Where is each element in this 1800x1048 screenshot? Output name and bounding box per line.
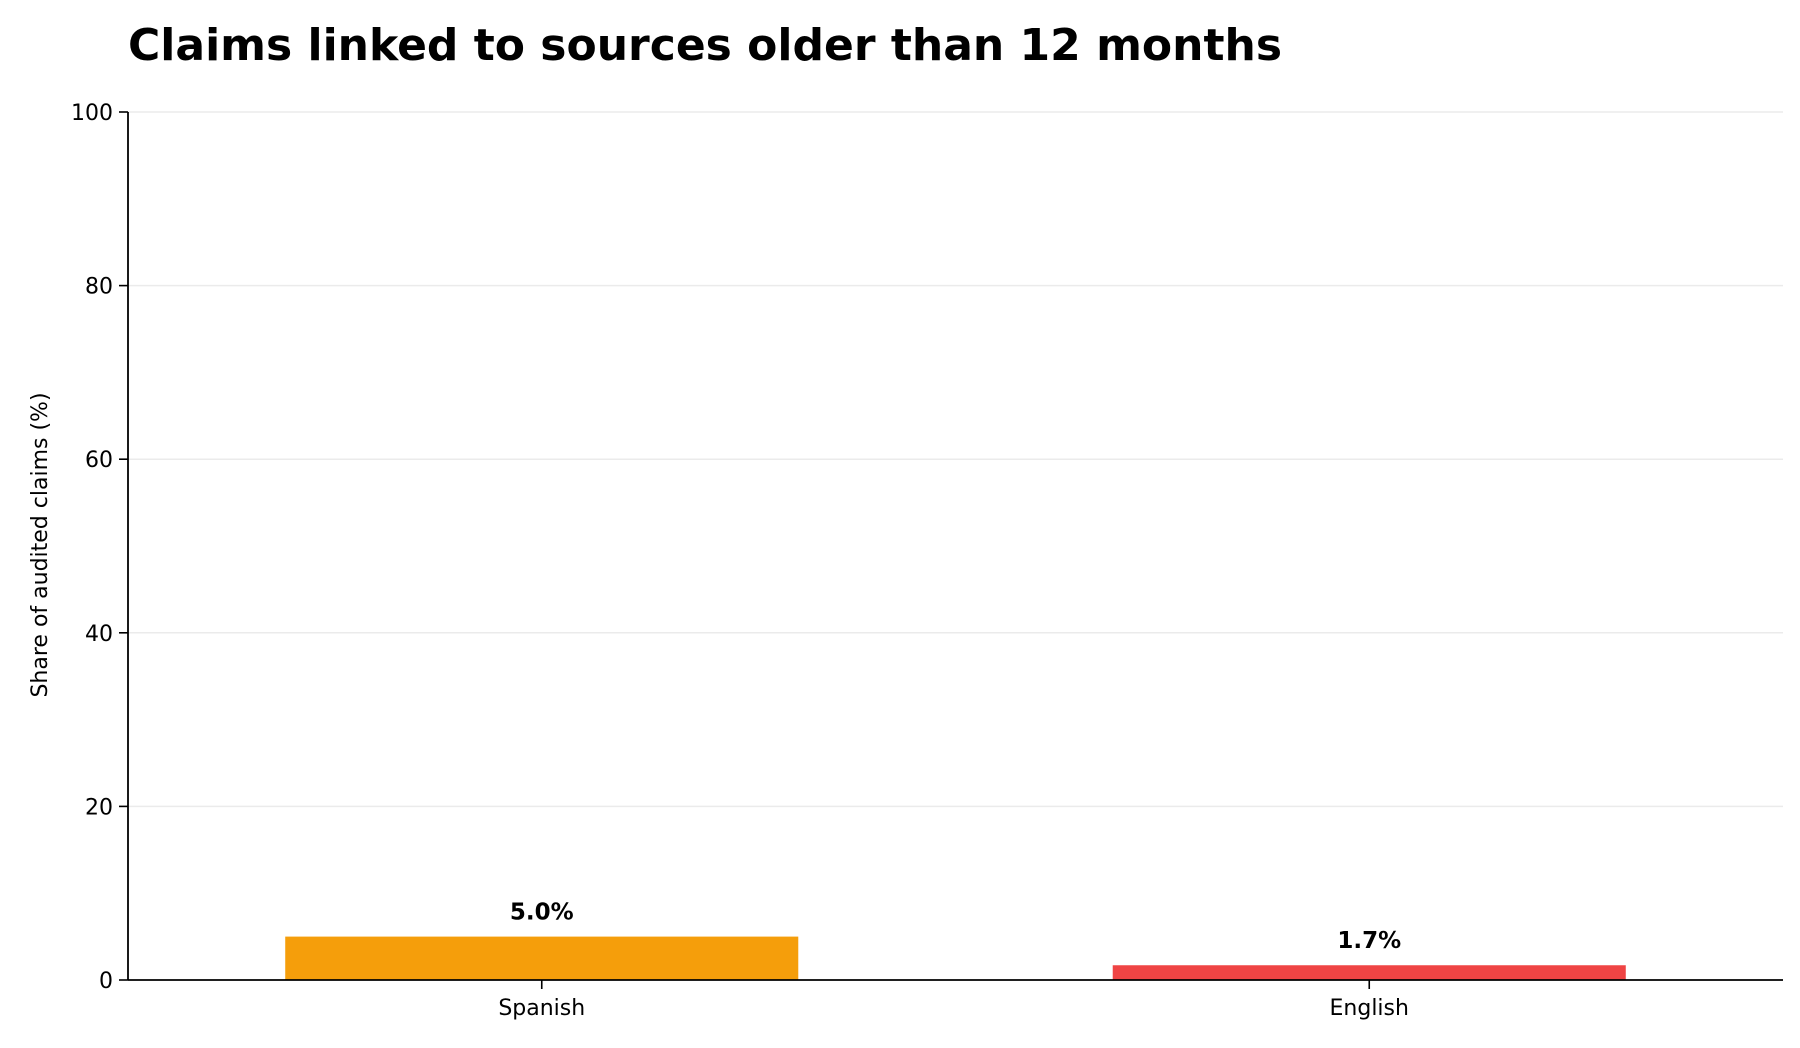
y-tick-label: 0 xyxy=(99,969,113,994)
y-axis-label: Share of audited claims (%) xyxy=(28,392,53,697)
y-tick-label: 100 xyxy=(71,101,113,126)
axes xyxy=(119,111,1783,989)
data-label: 1.7% xyxy=(1337,928,1401,954)
x-tick-label: Spanish xyxy=(498,996,585,1021)
bars xyxy=(285,936,1626,980)
grid-lines xyxy=(128,111,1783,808)
tick-labels: 0 20 40 60 80 100 Spanish English xyxy=(71,101,1409,1021)
y-tick-label: 40 xyxy=(85,622,113,647)
chart-title: Claims linked to sources older than 12 m… xyxy=(128,20,1282,71)
y-tick-label: 20 xyxy=(85,795,113,820)
data-label: 5.0% xyxy=(510,900,574,926)
bar-spanish xyxy=(285,936,799,980)
x-tick-label: English xyxy=(1330,996,1409,1021)
y-tick-label: 80 xyxy=(85,275,113,300)
y-tick-label: 60 xyxy=(85,448,113,473)
bar-english xyxy=(1112,965,1626,980)
data-labels: 5.0% 1.7% xyxy=(510,900,1401,955)
